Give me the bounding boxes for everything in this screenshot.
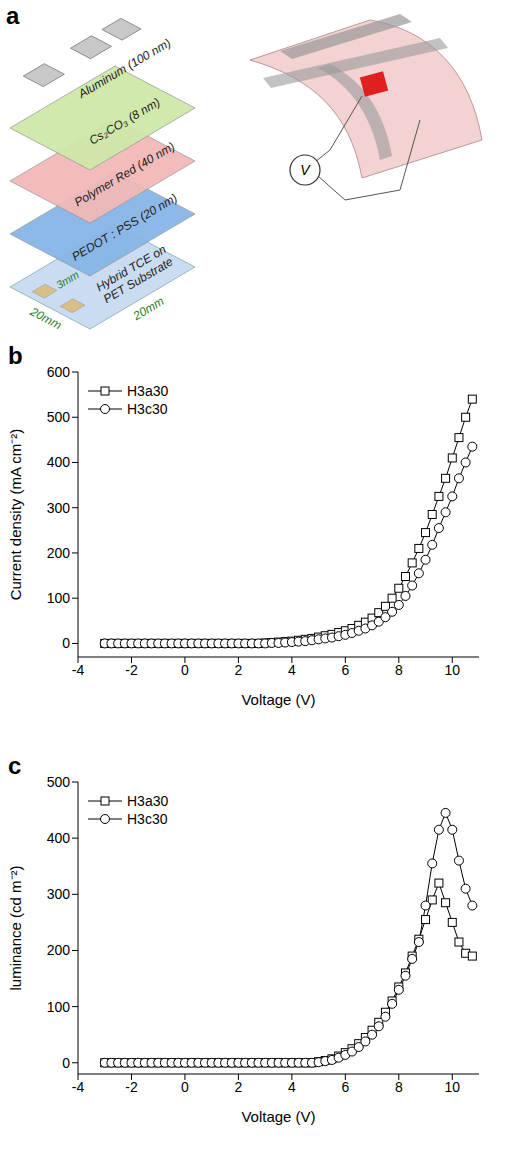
html-text:H3a30: H3a30: [127, 793, 169, 809]
svg-text:200: 200: [47, 545, 71, 561]
svg-text:8: 8: [395, 1079, 403, 1095]
svg-text:0: 0: [181, 1079, 189, 1095]
svg-text:200: 200: [47, 942, 71, 958]
svg-text:10: 10: [444, 1079, 460, 1095]
svg-text:2: 2: [235, 1079, 243, 1095]
svg-text:0: 0: [62, 1055, 70, 1071]
svg-text:V: V: [300, 162, 311, 178]
svg-text:20mm: 20mm: [130, 294, 167, 324]
html-text:H3c30: H3c30: [127, 401, 168, 417]
svg-text:luminance (cd m⁻²): luminance (cd m⁻²): [7, 865, 24, 990]
svg-text:500: 500: [47, 409, 71, 425]
html-text:b: b: [8, 342, 23, 369]
svg-text:Aluminum (100 nm): Aluminum (100 nm): [75, 36, 173, 102]
svg-text:4: 4: [288, 1079, 296, 1095]
svg-text:0: 0: [181, 662, 189, 678]
svg-text:Polymer Red (40 nm): Polymer Red (40 nm): [71, 139, 178, 210]
svg-text:0: 0: [62, 635, 70, 651]
svg-text:Current density (mA cm⁻²): Current density (mA cm⁻²): [7, 429, 24, 601]
svg-text:-4: -4: [72, 1079, 85, 1095]
svg-text:10: 10: [444, 662, 460, 678]
svg-text:400: 400: [47, 830, 71, 846]
svg-text:100: 100: [47, 999, 71, 1015]
html-text:H3a30: H3a30: [127, 383, 169, 399]
svg-text:100: 100: [47, 590, 71, 606]
html-text:c: c: [8, 752, 22, 779]
svg-text:-4: -4: [72, 662, 85, 678]
svg-text:500: 500: [47, 774, 71, 790]
svg-text:Cs₂CO₃ (8 nm): Cs₂CO₃ (8 nm): [87, 95, 163, 148]
svg-text:8: 8: [395, 662, 403, 678]
svg-text:600: 600: [47, 364, 71, 380]
html-text:H3c30: H3c30: [127, 811, 168, 827]
svg-text:a: a: [6, 2, 20, 29]
svg-text:PEDOT : PSS (20 nm): PEDOT : PSS (20 nm): [69, 191, 179, 264]
svg-text:PET Substrate: PET Substrate: [101, 254, 176, 307]
svg-text:300: 300: [47, 886, 71, 902]
svg-text:3mm: 3mm: [54, 268, 81, 291]
svg-text:-2: -2: [125, 662, 138, 678]
svg-text:Voltage (V): Voltage (V): [241, 691, 315, 708]
svg-text:-2: -2: [125, 1079, 138, 1095]
svg-text:6: 6: [341, 1079, 349, 1095]
svg-text:300: 300: [47, 500, 71, 516]
svg-text:4: 4: [288, 662, 296, 678]
svg-text:Voltage (V): Voltage (V): [241, 1108, 315, 1125]
svg-text:20mm: 20mm: [27, 304, 64, 332]
svg-text:400: 400: [47, 454, 71, 470]
svg-text:2: 2: [235, 662, 243, 678]
svg-text:6: 6: [341, 662, 349, 678]
